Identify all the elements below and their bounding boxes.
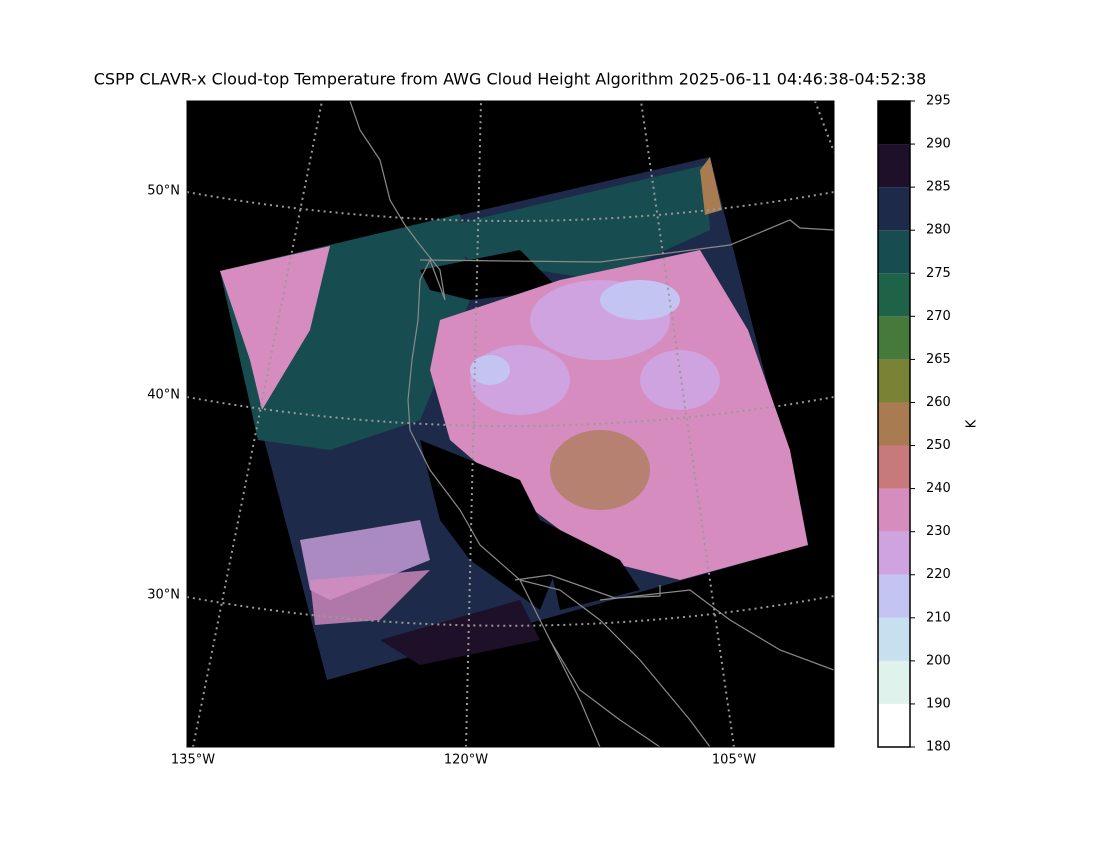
colorbar-segment (878, 230, 910, 274)
lat-label: 40°N (147, 388, 180, 403)
colorbar-label: K (965, 419, 980, 428)
colorbar-tick-label: 240 (926, 481, 951, 496)
colorbar-segment (878, 359, 910, 403)
colorbar-tick-label: 295 (926, 94, 951, 109)
colorbar-segment (878, 703, 910, 747)
colorbar-tick-label: 285 (926, 180, 951, 195)
colorbar-segment (878, 488, 910, 532)
colorbar-segment (878, 445, 910, 489)
lat-label: 30°N (147, 588, 180, 603)
map-frame (186, 100, 835, 748)
colorbar-tick-label: 275 (926, 266, 951, 281)
colorbar-segment (878, 144, 910, 188)
colorbar-segment (878, 273, 910, 317)
colorbar-tick-label: 220 (926, 567, 951, 582)
colorbar-tick-label: 290 (926, 137, 951, 152)
lon-label: 105°W (712, 753, 756, 768)
colorbar-segment (878, 617, 910, 661)
colorbar-tick-label: 265 (926, 352, 951, 367)
map (187, 101, 834, 747)
colorbar-frame (877, 100, 911, 748)
colorbar-segment (878, 101, 910, 145)
colorbar-tick-label: 270 (926, 309, 951, 324)
colorbar-segment (878, 531, 910, 575)
colorbar-tick-label: 230 (926, 524, 951, 539)
colorbar-tick-label: 250 (926, 438, 951, 453)
lat-label: 50°N (147, 184, 180, 199)
satellite-swath (220, 157, 808, 680)
title: CSPP CLAVR-x Cloud-top Temperature from … (94, 70, 927, 89)
colorbar-segment (878, 316, 910, 360)
colorbar-tick-label: 180 (926, 740, 951, 755)
colorbar-tick-label: 210 (926, 610, 951, 625)
colorbar-tick-label: 200 (926, 653, 951, 668)
colorbar-tick-label: 280 (926, 223, 951, 238)
graticule (187, 101, 834, 747)
colorbar-segment (878, 402, 910, 446)
lon-label: 120°W (444, 753, 488, 768)
colorbar-tick-label: 190 (926, 696, 951, 711)
colorbar-tick-label: 260 (926, 395, 951, 410)
colorbar-segment (878, 187, 910, 231)
lon-label: 135°W (171, 753, 215, 768)
coastlines (349, 101, 834, 747)
colorbar-segment (878, 574, 910, 618)
colorbar-segment (878, 660, 910, 704)
